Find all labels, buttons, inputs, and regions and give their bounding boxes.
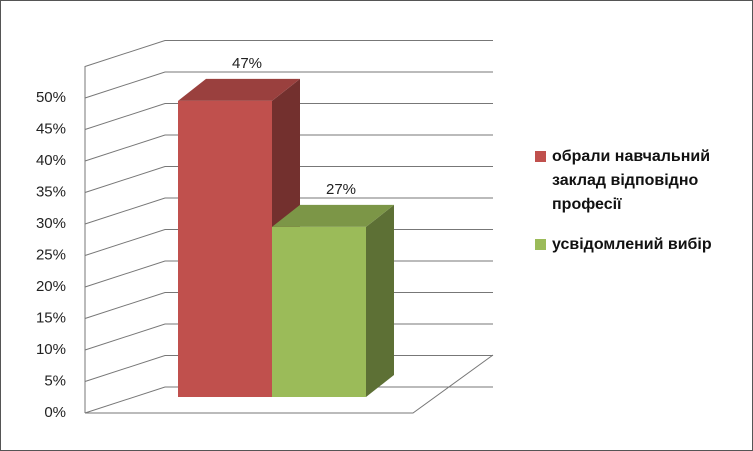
- y-tick-label: 15%: [36, 309, 66, 326]
- legend-label: усвідомлений вибір: [552, 236, 712, 253]
- grid-line: [84, 134, 493, 162]
- grid-line: [84, 386, 493, 414]
- legend-entry: обрали навчальний заклад відповідно проф…: [535, 145, 745, 217]
- grid-line: [84, 166, 493, 193]
- y-tick-label: 50%: [36, 89, 66, 106]
- bar-top: [272, 204, 394, 227]
- y-tick-label: 5%: [44, 372, 66, 389]
- legend-swatch: [535, 239, 546, 250]
- grid-line: [84, 103, 493, 130]
- y-tick-label: 20%: [36, 278, 66, 295]
- bar: [178, 100, 272, 398]
- y-tick-label: 35%: [36, 183, 66, 200]
- floor: [85, 354, 494, 414]
- y-tick-label: 25%: [36, 246, 66, 263]
- y-tick-label: 45%: [36, 120, 66, 137]
- y-tick-label: 0%: [44, 404, 66, 421]
- wall: [84, 40, 493, 413]
- grid-line: [84, 197, 493, 225]
- legend-swatch: [535, 151, 546, 162]
- grid-line: [84, 71, 493, 99]
- bar-side: [366, 204, 394, 397]
- y-tick-label: 40%: [36, 152, 66, 169]
- data-label: 27%: [326, 181, 356, 198]
- legend-entry: усвідомлений вибір: [535, 233, 745, 257]
- bar-top: [178, 78, 300, 101]
- data-label: 47%: [232, 55, 262, 72]
- y-tick-label: 10%: [36, 341, 66, 358]
- bar: [272, 226, 366, 397]
- y-tick-label: 30%: [36, 215, 66, 232]
- legend-label: обрали навчальний заклад відповідно проф…: [552, 148, 711, 213]
